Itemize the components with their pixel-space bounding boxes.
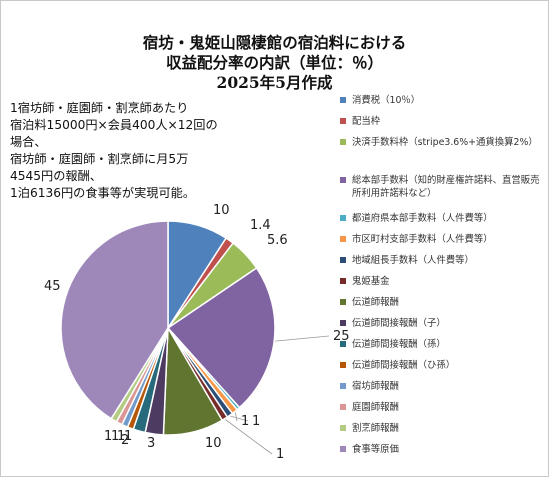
legend-label: 鬼姫基金 bbox=[352, 276, 390, 287]
pie-slice bbox=[166, 266, 276, 409]
legend-swatch bbox=[340, 177, 346, 183]
legend-swatch bbox=[340, 425, 346, 431]
legend-label: 食事等原価 bbox=[352, 444, 399, 455]
legend-swatch bbox=[340, 362, 346, 368]
leader-lines bbox=[225, 335, 330, 455]
legend-swatch bbox=[340, 257, 346, 263]
data-label: 1 bbox=[276, 447, 284, 462]
legend-swatch bbox=[340, 446, 346, 452]
legend-swatch bbox=[340, 236, 346, 242]
data-label: 5.6 bbox=[267, 233, 288, 248]
note-line: 1宿坊師・庭園師・割烹師あたり bbox=[10, 101, 189, 115]
data-label: 10 bbox=[205, 436, 222, 451]
data-label: 1 bbox=[252, 414, 260, 429]
annotation-note: 1宿坊師・庭園師・割烹師あたり 宿泊料15000円×会員400人×12回の 場合… bbox=[10, 100, 285, 202]
data-label: 1 bbox=[104, 429, 112, 444]
legend-label: 地域組長手数料（人件費等） bbox=[352, 255, 474, 266]
data-label: 2 bbox=[121, 433, 129, 448]
leader-line bbox=[275, 335, 330, 342]
pie-slice bbox=[60, 220, 169, 420]
legend-swatch bbox=[340, 299, 346, 305]
chart-title-line-1: 宿坊・鬼姫山隠棲館の宿泊料における bbox=[142, 33, 407, 52]
legend-label: 総本部手数料（知的財産権許諾料、直営販売所利用許諾料など） bbox=[352, 175, 540, 199]
note-line: 宿泊料15000円×会員400人×12回の bbox=[10, 118, 218, 132]
data-label: 1 bbox=[111, 429, 119, 444]
note-line: 場合、 bbox=[10, 135, 47, 149]
legend-swatch bbox=[340, 404, 346, 410]
data-label: 10 bbox=[213, 203, 230, 218]
legend-swatch bbox=[340, 97, 346, 103]
leader-line bbox=[235, 412, 238, 422]
data-label: 1.4 bbox=[250, 218, 271, 233]
legend-swatch bbox=[340, 215, 346, 221]
legend-label: 配当枠 bbox=[352, 116, 381, 127]
legend-swatch bbox=[340, 320, 346, 326]
data-label: 1 bbox=[117, 429, 125, 444]
legend-label: 決済手数料枠（stripe3.6%+通貨換算2%） bbox=[352, 137, 538, 148]
data-label: 1 bbox=[241, 414, 249, 429]
legend-label: 宿坊師報酬 bbox=[352, 381, 399, 392]
legend-swatch bbox=[340, 341, 346, 347]
legend-label: 伝道師間接報酬（子） bbox=[352, 318, 446, 329]
data-label: 1 bbox=[124, 429, 132, 444]
leader-line bbox=[225, 419, 273, 455]
legend-label: 庭園師報酬 bbox=[352, 402, 399, 413]
data-label: 25 bbox=[333, 329, 350, 344]
legend-swatch bbox=[340, 139, 346, 145]
legend-label: 割烹師報酬 bbox=[352, 423, 399, 434]
legend-label: 伝道師間接報酬（孫） bbox=[352, 339, 446, 350]
legend-swatch bbox=[340, 118, 346, 124]
data-label: 3 bbox=[147, 436, 155, 451]
note-line: 1泊6136円の食事等が実現可能。 bbox=[10, 186, 196, 200]
data-label: 45 bbox=[44, 279, 61, 294]
note-line: 4545円の報酬、 bbox=[10, 169, 102, 183]
leader-line bbox=[230, 415, 249, 422]
legend-label: 都道府県本部手数料（人件費等） bbox=[352, 213, 493, 224]
legend-label: 伝道師間接報酬（ひ孫） bbox=[352, 360, 456, 371]
legend-swatch bbox=[340, 278, 346, 284]
pie-slices bbox=[60, 220, 276, 436]
legend-label: 市区町村支部手数料（人件費等） bbox=[352, 234, 493, 245]
chart-title-line-3: 2025年5月作成 bbox=[216, 73, 333, 92]
note-line: 宿坊師・庭園師・割烹師に月5万 bbox=[10, 152, 189, 166]
legend-swatch bbox=[340, 383, 346, 389]
legend-label: 伝道師報酬 bbox=[352, 297, 399, 308]
chart-title-line-2: 収益配分率の内訳（単位：％） bbox=[165, 53, 383, 72]
legend-label: 消費税（10％） bbox=[352, 95, 421, 106]
